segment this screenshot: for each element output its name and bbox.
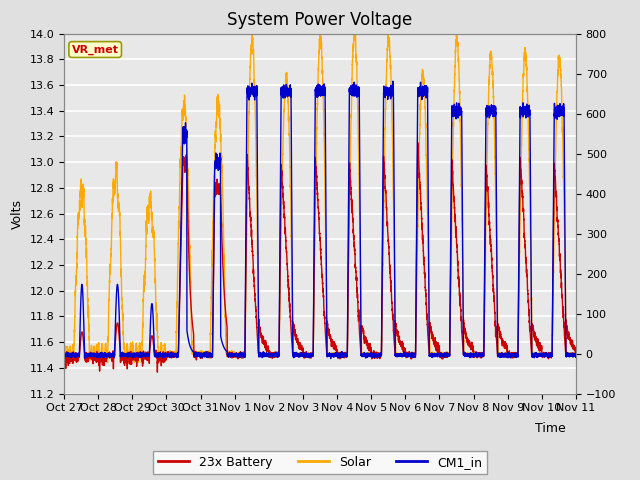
- Text: VR_met: VR_met: [72, 44, 118, 55]
- Legend: 23x Battery, Solar, CM1_in: 23x Battery, Solar, CM1_in: [153, 451, 487, 474]
- Y-axis label: Volts: Volts: [11, 199, 24, 228]
- Title: System Power Voltage: System Power Voltage: [227, 11, 413, 29]
- X-axis label: Time: Time: [535, 422, 566, 435]
